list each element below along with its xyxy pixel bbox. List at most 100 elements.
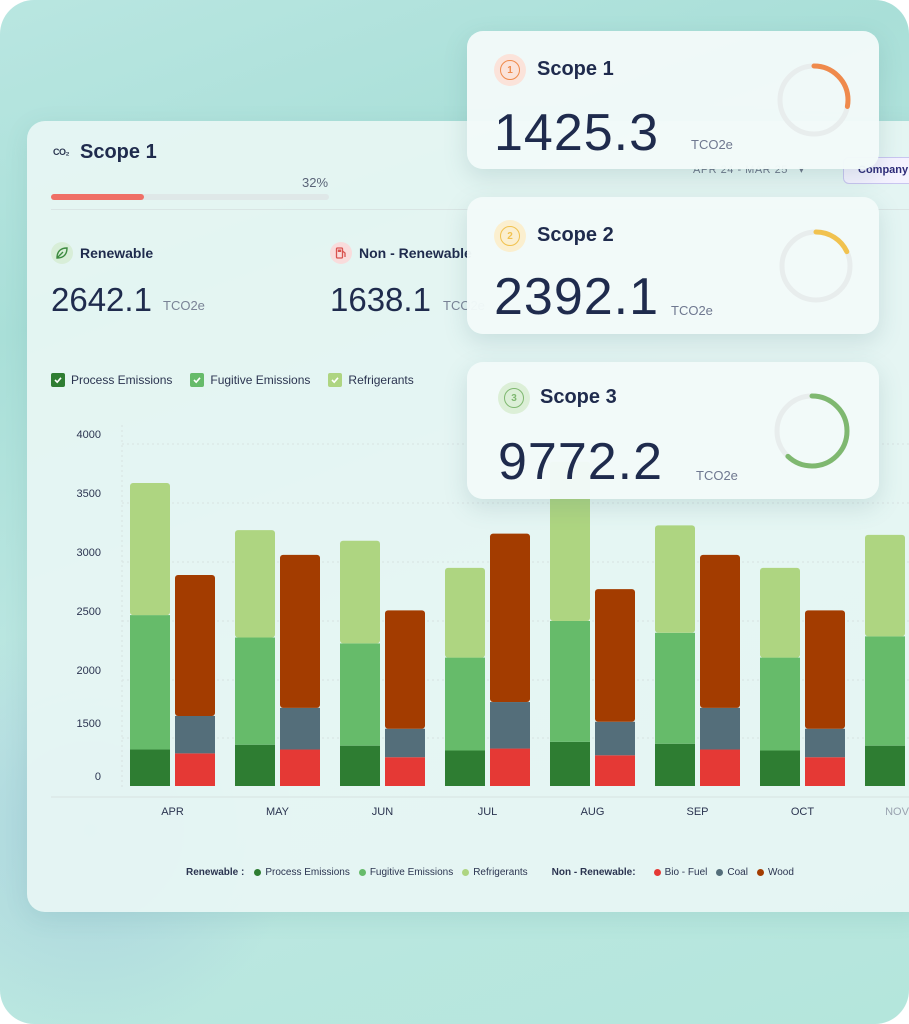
- bar-segment-wood[interactable]: [490, 533, 530, 703]
- bar-segment-coal[interactable]: [700, 707, 740, 750]
- y-tick-label: 3500: [77, 488, 101, 500]
- scope-1-donut: [777, 63, 851, 137]
- donut-arc: [774, 393, 850, 469]
- legend-dot: [756, 869, 764, 876]
- bar-segment-bio-fuel[interactable]: [595, 755, 635, 786]
- scope-1-title: Scope 1: [537, 58, 614, 80]
- filter-label: Process Emissions: [71, 373, 173, 387]
- x-tick-label: SEP: [686, 806, 708, 818]
- page-title: Scope 1: [80, 141, 157, 163]
- legend-label: Wood: [767, 867, 794, 878]
- bar-segment-coal[interactable]: [175, 715, 215, 754]
- co2-icon: CO₂: [53, 147, 70, 157]
- bar-segment-refrigerants[interactable]: [445, 567, 485, 658]
- bar-segment-refrigerants[interactable]: [760, 567, 800, 658]
- legend-group-renewable: Renewable :: [186, 867, 245, 878]
- filter-process-emissions[interactable]: Process Emissions: [51, 373, 172, 387]
- scope-3-card[interactable]: 3 Scope 3 9772.2 TCO2e: [467, 362, 879, 499]
- bar-segment-coal[interactable]: [280, 707, 320, 750]
- bar-segment-wood[interactable]: [385, 610, 425, 729]
- legend-group-non-renewable: Non - Renewable:: [551, 867, 636, 878]
- bar-segment-process-emissions[interactable]: [550, 741, 590, 786]
- bar-segment-process-emissions[interactable]: [235, 744, 275, 786]
- bar-segment-fugitive-emissions[interactable]: [865, 636, 905, 746]
- bar-segment-bio-fuel[interactable]: [385, 757, 425, 786]
- x-tick-label: OCT: [791, 806, 815, 818]
- chevron-down-icon: ▾: [798, 164, 805, 176]
- bar-segment-wood[interactable]: [700, 554, 740, 708]
- x-tick-label: JUL: [478, 806, 498, 818]
- scope-3-unit: TCO2e: [696, 468, 738, 483]
- bar-segment-process-emissions[interactable]: [340, 745, 380, 786]
- checkbox-checked-icon[interactable]: [190, 373, 205, 387]
- scope-2-value: 2392.1: [494, 268, 660, 326]
- legend-label: Bio - Fuel: [664, 867, 708, 878]
- x-tick-label: AUG: [581, 806, 605, 818]
- bar-segment-fugitive-emissions[interactable]: [340, 643, 380, 746]
- y-tick-label: 1500: [77, 718, 101, 730]
- bar-segment-refrigerants[interactable]: [235, 530, 275, 638]
- filter-label: Refrigerants: [348, 373, 414, 387]
- bar-segment-bio-fuel[interactable]: [700, 749, 740, 786]
- bar-segment-wood[interactable]: [595, 589, 635, 722]
- bar-segment-process-emissions[interactable]: [655, 743, 695, 786]
- scope-1-card[interactable]: 1 Scope 1 1425.3 TCO2e: [467, 31, 879, 169]
- bar-segment-bio-fuel[interactable]: [490, 748, 530, 786]
- legend-item: Fugitive Emissions: [358, 867, 454, 878]
- filter-fugitive-emissions[interactable]: Fugitive Emissions: [190, 373, 310, 387]
- non-renewable-label: Non - Renewable: [359, 245, 472, 261]
- bar-segment-refrigerants[interactable]: [865, 534, 905, 637]
- non-renewable-stat: Non - Renewable: [330, 242, 472, 264]
- legend-dot: [254, 869, 262, 876]
- scope-progress-fill: [51, 194, 145, 200]
- renewable-stat: Renewable: [51, 242, 153, 264]
- bar-segment-refrigerants[interactable]: [550, 461, 590, 621]
- legend-item: Bio - Fuel: [653, 867, 708, 878]
- bar-segment-process-emissions[interactable]: [760, 750, 800, 786]
- bar-segment-coal[interactable]: [490, 702, 530, 749]
- legend-item: Refrigerants: [462, 867, 528, 878]
- scope-3-value: 9772.2: [498, 433, 664, 491]
- filter-refrigerants[interactable]: Refrigerants: [328, 373, 414, 387]
- bar-segment-refrigerants[interactable]: [340, 540, 380, 644]
- scope-2-card[interactable]: 2 Scope 2 2392.1 TCO2e: [467, 197, 879, 334]
- legend-label: Process Emissions: [265, 867, 350, 878]
- bar-segment-fugitive-emissions[interactable]: [235, 637, 275, 745]
- bar-segment-coal[interactable]: [805, 728, 845, 758]
- scope-2-badge-icon: 2: [494, 220, 526, 252]
- bar-segment-wood[interactable]: [175, 574, 215, 716]
- bar-segment-process-emissions[interactable]: [865, 745, 905, 786]
- bar-segment-fugitive-emissions[interactable]: [445, 657, 485, 751]
- legend-dot: [358, 869, 366, 876]
- bar-segment-fugitive-emissions[interactable]: [550, 621, 590, 742]
- bar-segment-bio-fuel[interactable]: [805, 757, 845, 786]
- checkbox-checked-icon[interactable]: [328, 373, 343, 387]
- bar-segment-refrigerants[interactable]: [655, 525, 695, 633]
- y-tick-label: 3000: [77, 547, 101, 559]
- scope-3-title: Scope 3: [540, 386, 617, 408]
- bar-segment-wood[interactable]: [280, 554, 320, 708]
- renewable-unit: TCO2e: [163, 298, 205, 313]
- checkbox-checked-icon[interactable]: [51, 373, 65, 387]
- y-tick-label: 2500: [77, 606, 101, 618]
- bar-segment-coal[interactable]: [385, 728, 425, 758]
- bar-segment-fugitive-emissions[interactable]: [760, 657, 800, 751]
- legend-dot: [653, 869, 661, 876]
- legend-label: Fugitive Emissions: [369, 867, 454, 878]
- scope-2-donut: [779, 229, 853, 303]
- bar-segment-coal[interactable]: [595, 721, 635, 756]
- bar-segment-fugitive-emissions[interactable]: [130, 615, 170, 750]
- y-tick-label: 0: [95, 771, 101, 783]
- chart-legend: Renewable : Process Emissions Fugitive E…: [186, 867, 803, 878]
- bar-segment-wood[interactable]: [805, 610, 845, 729]
- bar-segment-bio-fuel[interactable]: [175, 753, 215, 786]
- bar-segment-process-emissions[interactable]: [445, 750, 485, 786]
- bar-segment-bio-fuel[interactable]: [280, 749, 320, 786]
- bar-segment-process-emissions[interactable]: [130, 749, 170, 786]
- non-renewable-value: 1638.1: [330, 281, 431, 318]
- donut-arc: [779, 229, 853, 303]
- bar-segment-fugitive-emissions[interactable]: [655, 632, 695, 744]
- progress-percentage: 32%: [302, 175, 329, 190]
- bar-segment-refrigerants[interactable]: [130, 482, 170, 616]
